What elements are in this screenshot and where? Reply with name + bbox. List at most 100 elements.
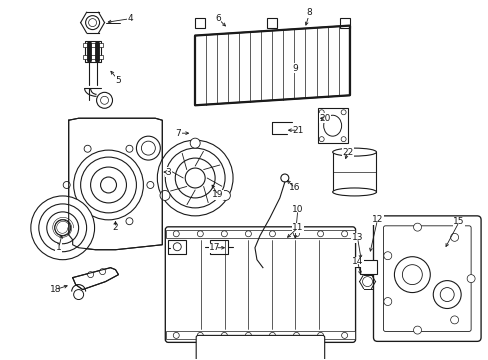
FancyBboxPatch shape — [383, 226, 470, 332]
Circle shape — [160, 190, 170, 201]
Bar — [168, 240, 186, 254]
Text: 14: 14 — [351, 257, 363, 266]
Circle shape — [293, 231, 299, 237]
Bar — [332, 152, 376, 192]
Circle shape — [173, 243, 181, 251]
Bar — [317, 108, 347, 143]
Circle shape — [319, 137, 324, 141]
Text: 10: 10 — [291, 206, 303, 215]
Circle shape — [293, 332, 299, 338]
Ellipse shape — [332, 148, 376, 156]
Circle shape — [101, 96, 108, 104]
Circle shape — [190, 138, 200, 148]
Circle shape — [175, 158, 215, 198]
Circle shape — [157, 140, 233, 216]
Text: 22: 22 — [341, 148, 352, 157]
Text: 6: 6 — [215, 14, 221, 23]
Bar — [359, 260, 377, 274]
Text: 16: 16 — [288, 184, 300, 193]
Circle shape — [85, 15, 100, 30]
Circle shape — [341, 332, 347, 338]
Circle shape — [100, 269, 105, 275]
Circle shape — [84, 218, 91, 225]
Text: 15: 15 — [452, 217, 464, 226]
Circle shape — [269, 231, 275, 237]
Circle shape — [432, 280, 460, 309]
Text: 19: 19 — [212, 190, 224, 199]
Circle shape — [165, 148, 224, 208]
Text: 21: 21 — [291, 126, 303, 135]
Polygon shape — [68, 118, 162, 250]
Circle shape — [47, 212, 79, 244]
Circle shape — [126, 145, 133, 152]
Text: 12: 12 — [371, 215, 383, 224]
Circle shape — [402, 265, 422, 285]
FancyBboxPatch shape — [196, 336, 324, 360]
Bar — [166, 332, 354, 339]
Circle shape — [146, 181, 154, 189]
Text: 18: 18 — [50, 285, 61, 294]
Circle shape — [269, 332, 275, 338]
Circle shape — [101, 177, 116, 193]
Bar — [195, 18, 205, 28]
Circle shape — [317, 231, 323, 237]
Text: 5: 5 — [115, 76, 121, 85]
Circle shape — [280, 174, 288, 182]
Circle shape — [317, 332, 323, 338]
Circle shape — [245, 332, 251, 338]
Circle shape — [413, 326, 421, 334]
Circle shape — [394, 257, 429, 293]
Circle shape — [383, 298, 391, 306]
Circle shape — [88, 19, 96, 27]
Circle shape — [74, 150, 143, 220]
Text: 13: 13 — [351, 233, 363, 242]
Text: 1: 1 — [56, 243, 61, 252]
Circle shape — [90, 167, 126, 203]
Bar — [82, 55, 102, 59]
Circle shape — [55, 220, 71, 236]
Circle shape — [221, 231, 227, 237]
Bar — [84, 41, 101, 62]
Circle shape — [245, 231, 251, 237]
Circle shape — [362, 276, 372, 287]
Circle shape — [341, 137, 346, 141]
Ellipse shape — [332, 188, 376, 196]
Circle shape — [39, 204, 86, 252]
Circle shape — [31, 196, 94, 260]
Bar — [210, 240, 227, 254]
FancyBboxPatch shape — [165, 227, 355, 342]
Text: 4: 4 — [127, 14, 133, 23]
Text: 2: 2 — [112, 223, 118, 232]
Circle shape — [220, 190, 230, 201]
FancyBboxPatch shape — [373, 216, 480, 341]
Circle shape — [74, 289, 83, 300]
Circle shape — [341, 110, 346, 115]
Circle shape — [466, 275, 474, 283]
Ellipse shape — [323, 115, 341, 136]
Bar — [266, 18, 276, 28]
Text: 7: 7 — [175, 129, 181, 138]
Circle shape — [63, 181, 70, 189]
Bar — [82, 42, 102, 46]
Text: 11: 11 — [291, 223, 303, 232]
Circle shape — [136, 136, 160, 160]
Text: 17: 17 — [209, 243, 221, 252]
Circle shape — [197, 231, 203, 237]
Circle shape — [341, 231, 347, 237]
Bar — [166, 230, 354, 238]
Circle shape — [197, 332, 203, 338]
Circle shape — [319, 110, 324, 115]
Circle shape — [439, 288, 453, 302]
Text: 8: 8 — [306, 8, 312, 17]
Circle shape — [126, 218, 133, 225]
Circle shape — [413, 223, 421, 231]
Circle shape — [221, 332, 227, 338]
Circle shape — [450, 233, 458, 241]
Circle shape — [87, 272, 93, 278]
Bar — [339, 18, 349, 28]
Circle shape — [185, 168, 205, 188]
Text: 20: 20 — [318, 114, 330, 123]
Circle shape — [84, 145, 91, 152]
Circle shape — [173, 231, 179, 237]
Text: 3: 3 — [165, 167, 171, 176]
